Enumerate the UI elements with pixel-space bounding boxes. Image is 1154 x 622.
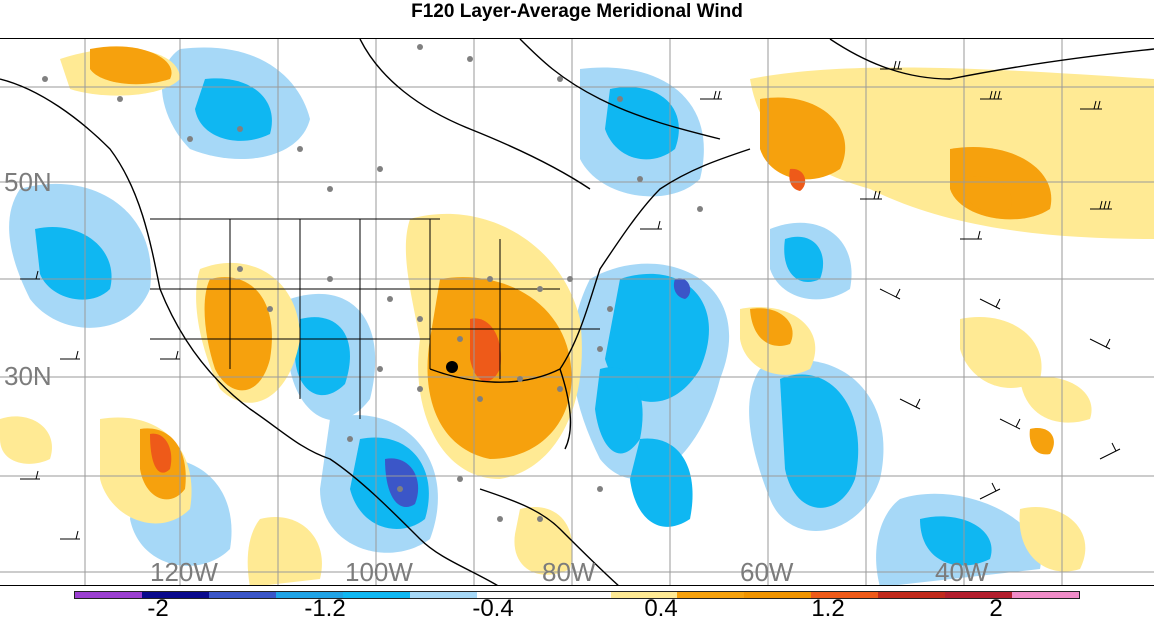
color-scale-swatch [75,592,142,598]
color-scale-swatch [744,592,812,598]
meridional-wind-map: 50N 30N 120W 100W 80W 60W 40W [0,38,1154,586]
map-labels: 50N 30N 120W 100W 80W 60W 40W [4,167,989,586]
color-scale-swatch [945,592,1013,598]
color-scale-swatch [811,592,879,598]
graticule [0,39,1154,585]
color-scale-swatch [208,592,276,598]
map-canvas: 50N 30N 120W 100W 80W 60W 40W [0,39,1154,586]
color-scale-swatch [275,592,343,598]
color-scale-swatch [409,592,477,598]
lon-label-60w: 60W [740,557,794,586]
color-scale-swatch [342,592,410,598]
color-scale-swatch [677,592,745,598]
station-dots [42,44,703,522]
lon-label-100w: 100W [345,557,413,586]
lat-label-30n: 30N [4,361,52,391]
color-scale-swatch [141,592,209,598]
political-boundaries [150,218,600,419]
scale-label-neg2: -2 [147,595,169,622]
color-scale-swatch [543,592,611,598]
lat-label-50n: 50N [4,167,52,197]
lon-label-120w: 120W [150,557,218,586]
color-scale-swatch [610,592,678,598]
contour-fills [0,46,1154,585]
lon-label-40w: 40W [935,557,989,586]
coastlines [0,39,1154,585]
color-scale-swatch [1012,592,1080,598]
scale-label-2: 2 [989,595,1003,622]
scale-label-neg1-2: -1.2 [304,595,346,622]
color-scale-bar [74,591,1080,599]
color-scale-swatch [476,592,544,598]
lon-label-80w: 80W [542,557,596,586]
map-title: F120 Layer-Average Meridional Wind [411,1,743,22]
wind-barbs [20,60,1121,540]
scale-label-0-4: 0.4 [644,595,678,622]
color-scale-swatch [878,592,946,598]
scale-label-neg0-4: -0.4 [472,595,514,622]
scale-label-1-2: 1.2 [811,595,845,622]
